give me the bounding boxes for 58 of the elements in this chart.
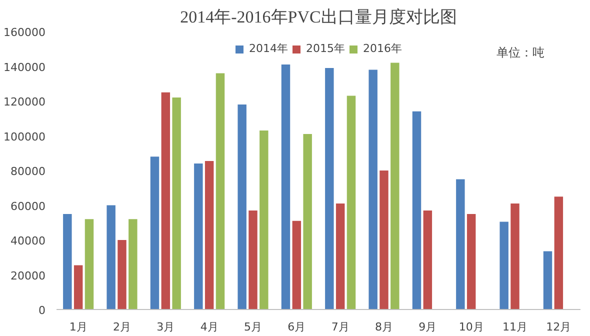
legend-label: 2015年 xyxy=(306,41,345,56)
bar xyxy=(260,130,268,310)
bar xyxy=(336,204,345,310)
y-tick-label: 80000 xyxy=(10,165,46,178)
x-tick-label: 10月 xyxy=(458,320,484,334)
bar xyxy=(380,170,388,310)
x-tick-label: 11月 xyxy=(502,320,528,334)
bar xyxy=(84,219,94,310)
x-tick-label: 8月 xyxy=(375,320,393,334)
bar xyxy=(238,104,246,310)
bar xyxy=(281,64,290,310)
bar xyxy=(390,62,400,310)
y-tick-label: 160000 xyxy=(4,26,46,39)
y-tick-label: 120000 xyxy=(4,96,46,108)
bar xyxy=(554,196,564,310)
bar xyxy=(106,205,116,310)
bar xyxy=(346,96,356,310)
y-tick-label: 140000 xyxy=(4,60,46,74)
bar xyxy=(466,214,476,310)
bar xyxy=(118,240,126,310)
y-tick-label: 60000 xyxy=(10,200,46,213)
bar xyxy=(194,164,203,310)
bar xyxy=(128,219,138,310)
bar xyxy=(510,204,520,310)
bar xyxy=(161,92,170,310)
x-tick-label: 6月 xyxy=(288,320,306,334)
bar xyxy=(543,251,552,310)
bar xyxy=(172,98,181,310)
x-tick-label: 7月 xyxy=(331,320,350,334)
x-tick-label: 9月 xyxy=(418,320,437,334)
x-tick-label: 4月 xyxy=(200,320,218,334)
y-tick-label: 20000 xyxy=(10,269,46,282)
y-tick-label: 100000 xyxy=(4,130,46,144)
annotation: 单位：吨 xyxy=(496,46,544,60)
legend-label: 2014年 xyxy=(249,41,288,56)
x-tick-label: 12月 xyxy=(546,320,572,334)
bar xyxy=(325,68,334,310)
x-tick-label: 3月 xyxy=(156,320,175,334)
bar xyxy=(216,73,225,310)
bar xyxy=(292,220,302,310)
bar xyxy=(63,214,72,310)
legend-label: 2016年 xyxy=(363,41,402,56)
x-tick-label: 2月 xyxy=(113,320,131,334)
chart-title: 2014年-2016年PVC出口量月度对比图 xyxy=(180,8,457,26)
y-tick-label: 40000 xyxy=(10,234,46,248)
bar xyxy=(74,265,83,310)
bar xyxy=(204,160,214,310)
bar xyxy=(248,210,258,310)
y-tick-label: 0 xyxy=(38,304,46,317)
bar xyxy=(368,70,378,310)
bar xyxy=(303,134,312,310)
bar xyxy=(412,111,422,310)
bar xyxy=(500,222,508,310)
bar xyxy=(150,156,160,310)
bar xyxy=(456,179,465,310)
x-tick-label: 1月 xyxy=(69,320,88,334)
bar xyxy=(423,210,432,310)
x-tick-label: 5月 xyxy=(244,320,262,334)
